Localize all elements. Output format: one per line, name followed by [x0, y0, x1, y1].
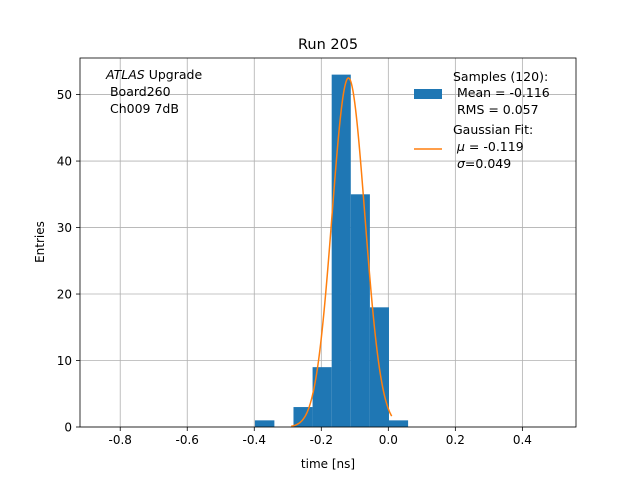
annotation-line-1: ATLAS Upgrade [105, 67, 202, 82]
legend-fit-sigma-symbol: σ [457, 156, 466, 171]
x-tick-label-1: -0.6 [176, 433, 199, 447]
annotation-line-2: Board260 [106, 84, 171, 99]
legend-fit-mu-symbol: μ [456, 139, 465, 154]
y-tick-label-4: 40 [57, 155, 72, 169]
x-tick-label-0: -0.8 [109, 433, 132, 447]
plot-frame [79, 57, 577, 428]
annotation-atlas: ATLAS [105, 67, 145, 82]
x-axis-label: time [ns] [301, 457, 355, 471]
legend-fit-mu-value: = -0.119 [465, 139, 524, 154]
y-tick-label-5: 50 [57, 88, 72, 102]
annotation-upgrade: Upgrade [145, 67, 203, 82]
y-tick-label-3: 30 [57, 221, 72, 235]
legend-histogram-rms: RMS = 0.057 [453, 102, 539, 117]
histogram-bar-4 [331, 74, 351, 428]
legend-histogram-mean: Mean = -0.116 [453, 85, 550, 100]
histogram-bar-7 [388, 420, 409, 427]
legend: Samples (120): Mean = -0.116 RMS = 0.057… [414, 69, 550, 171]
x-axis-ticks: -0.8 -0.6 -0.4 -0.2 0.0 0.2 0.4 [109, 427, 532, 447]
chart-title: Run 205 [298, 37, 358, 53]
x-tick-label-5: 0.2 [446, 433, 465, 447]
annotation-text: ATLAS Upgrade Board260 Ch009 7dB [105, 67, 202, 116]
legend-fit-mu: μ = -0.119 [453, 139, 524, 154]
annotation-line-3: Ch009 7dB [106, 101, 179, 116]
histogram-bar-5 [350, 194, 370, 427]
legend-fit-sigma: σ=0.049 [453, 156, 511, 171]
x-tick-label-2: -0.4 [243, 433, 266, 447]
y-axis-label: Entries [33, 221, 47, 263]
y-tick-label-1: 10 [57, 354, 72, 368]
x-tick-label-3: -0.2 [310, 433, 333, 447]
x-tick-label-4: 0.0 [379, 433, 398, 447]
legend-fit-sigma-value: =0.049 [465, 156, 511, 171]
histogram-bar-0 [254, 420, 275, 427]
legend-histogram-label: Samples (120): [453, 69, 548, 84]
histogram-bar-3 [312, 367, 332, 427]
y-axis-ticks: 0 10 20 30 40 50 [57, 88, 80, 435]
y-tick-label-2: 20 [57, 288, 72, 302]
y-tick-label-0: 0 [64, 421, 72, 435]
plot-area [80, 58, 576, 427]
legend-histogram-swatch [414, 89, 442, 99]
x-tick-label-6: 0.4 [513, 433, 532, 447]
legend-fit-label: Gaussian Fit: [453, 122, 533, 137]
gaussian-fit-curve [291, 77, 393, 427]
